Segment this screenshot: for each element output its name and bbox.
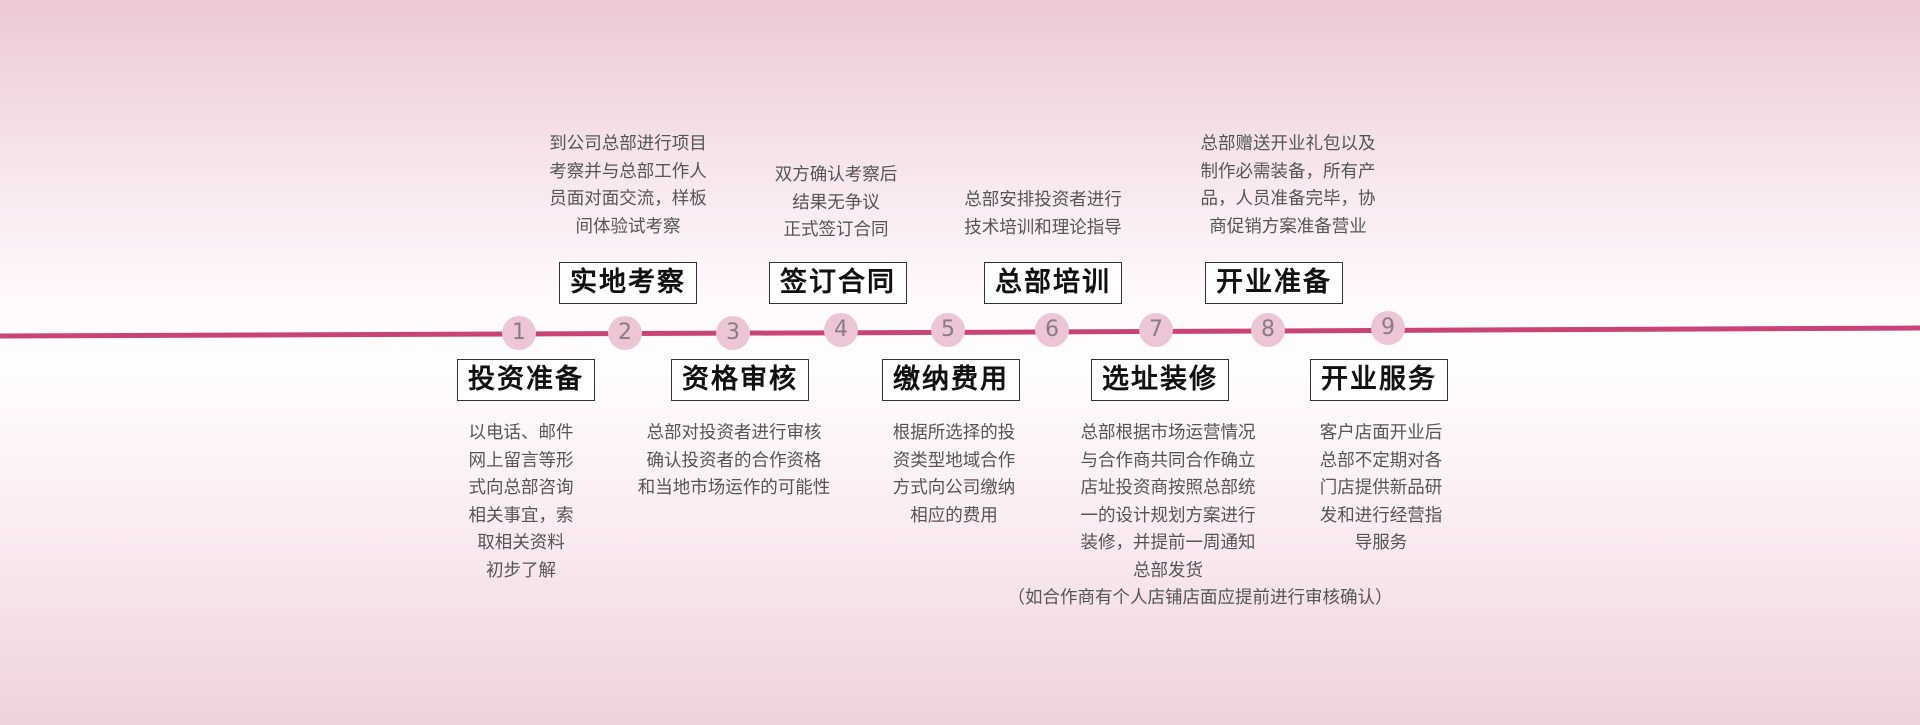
step-desc-4: 双方确认考察后 结果无争议 正式签订合同 <box>774 165 898 240</box>
step-node-8: 8 <box>1251 313 1285 347</box>
step-title-4: 签订合同 <box>769 262 907 304</box>
step-title-5: 缴纳费用 <box>882 359 1020 401</box>
step-node-3: 3 <box>716 316 750 350</box>
step-title-6: 总部培训 <box>984 262 1122 304</box>
step-desc-6: 总部安排投资者进行 技术培训和理论指导 <box>964 190 1122 238</box>
step-node-9: 9 <box>1371 311 1405 345</box>
step-desc-2: 到公司总部进行项目 考察并与总部工作人 员面对面交流，样板 间体验试考察 <box>549 134 707 237</box>
step-title-9: 开业服务 <box>1310 359 1448 401</box>
step-title-7: 选址装修 <box>1091 359 1229 401</box>
step-node-5: 5 <box>931 313 965 347</box>
step-desc-7: 总部根据市场运营情况 与合作商共同合作确立 店址投资商按照总部统 一的设计规划方案进行… <box>1080 423 1256 581</box>
step-title-8: 开业准备 <box>1205 262 1343 304</box>
step-desc-1: 以电话、邮件 网上留言等形 式向总部咨询 相关事宜，索 取相关资料 初步了解 <box>468 423 574 581</box>
step-desc-3: 总部对投资者进行审核 确认投资者的合作资格 和当地市场运作的可能性 <box>637 423 831 498</box>
step-node-2: 2 <box>608 316 642 350</box>
step-desc-8: 总部赠送开业礼包以及 制作必需装备，所有产 品，人员准备完毕，协 商促销方案准备营业 <box>1200 134 1376 237</box>
step-title-1: 投资准备 <box>457 359 595 401</box>
step-title-2: 实地考察 <box>559 262 697 304</box>
step-desc-5: 根据所选择的投 资类型地域合作 方式向公司缴纳 相应的费用 <box>892 423 1016 526</box>
step-node-1: 1 <box>502 316 536 350</box>
step-node-7: 7 <box>1139 313 1173 347</box>
footnote: （如合作商有个人店铺店面应提前进行审核确认） <box>1007 588 1393 608</box>
step-desc-9: 客户店面开业后 总部不定期对各 门店提供新品研 发和进行经营指 导服务 <box>1319 423 1443 553</box>
step-node-4: 4 <box>824 313 858 347</box>
step-title-3: 资格审核 <box>671 359 809 401</box>
step-node-6: 6 <box>1035 313 1069 347</box>
